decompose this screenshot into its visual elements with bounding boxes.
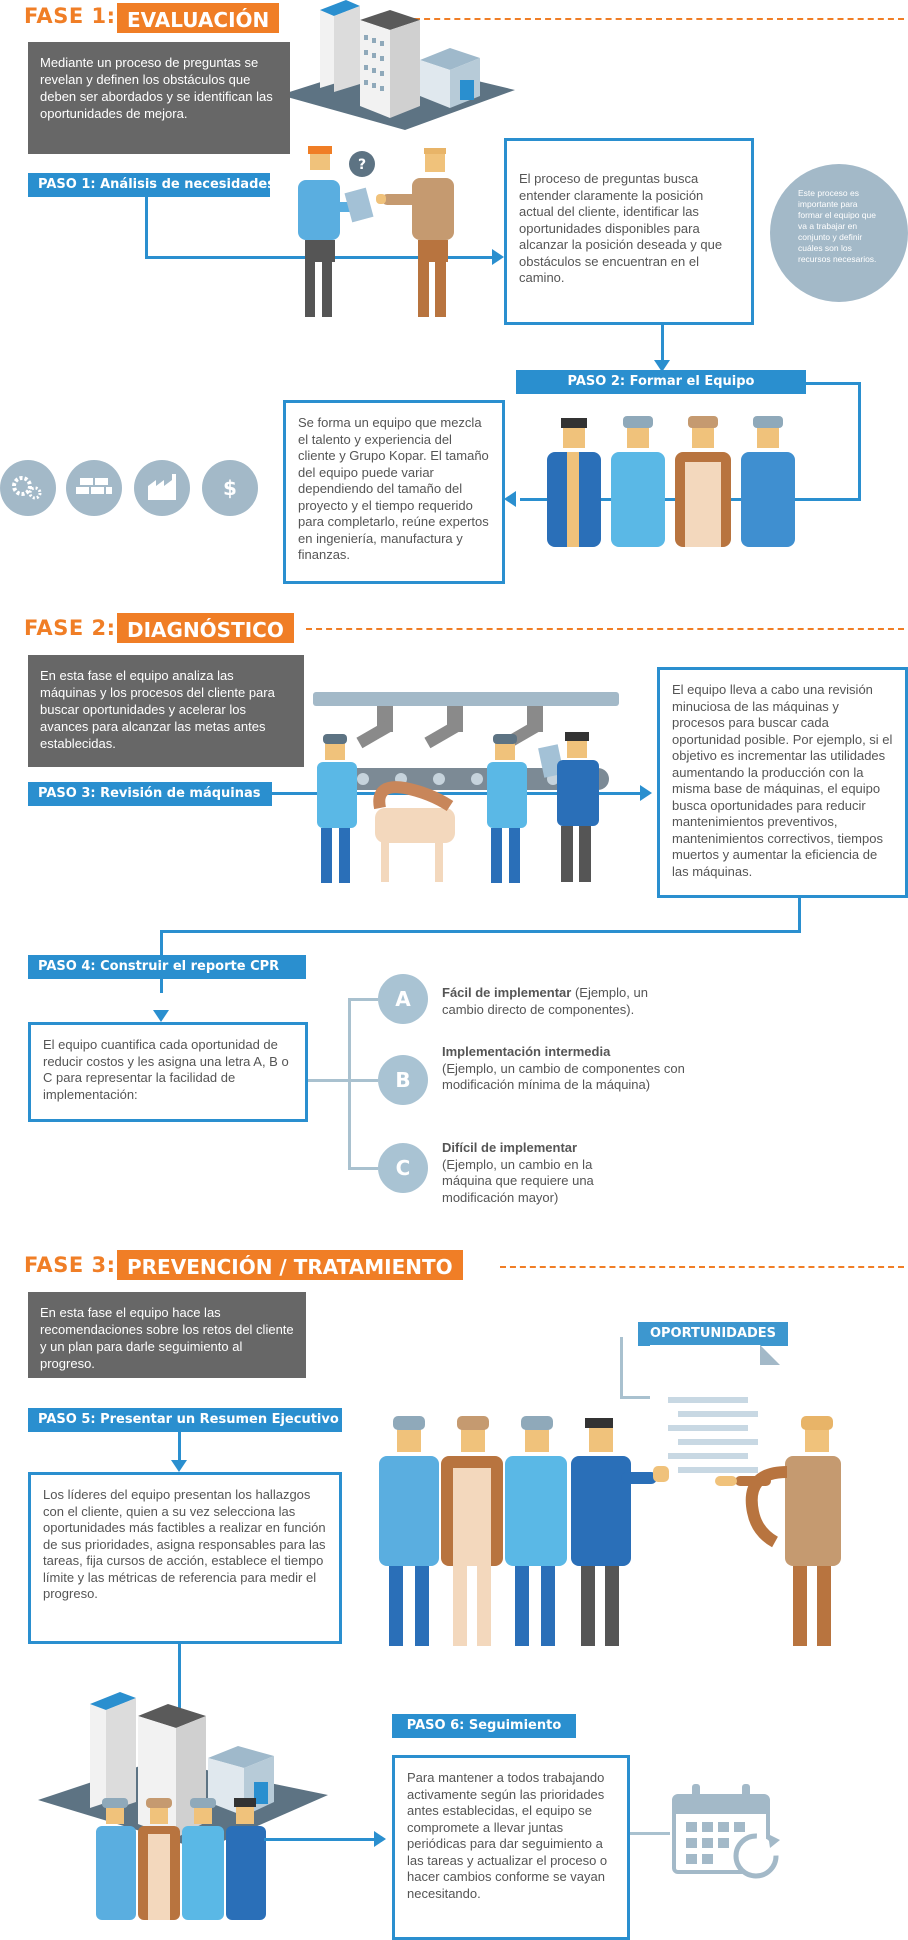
connector [264,1838,374,1841]
fase1-divider [414,18,904,20]
arrow-down-icon [654,360,670,372]
fase2-title: DIAGNÓSTICO [117,613,294,643]
dollar-icon: $ [202,460,258,516]
buildings-team-icon [38,1692,328,1920]
paso1-description: El proceso de preguntas busca entender c… [504,138,754,325]
fase3-title: PREVENCIÓN / TRATAMIENTO [117,1250,463,1280]
connector [145,197,148,259]
presenting-team-icon [379,1416,841,1646]
fase1-title: EVALUACIÓN [117,3,280,33]
option-a-badge: A [378,974,428,1024]
fase3-label: FASE 3: [24,1253,116,1277]
fase2-divider [306,628,904,630]
option-a-text: Fácil de implementar (Ejemplo, un cambio… [442,985,648,1017]
connector [806,382,861,385]
paso6-description: Para mantener a todos trabajando activam… [392,1755,630,1940]
tree-connector [348,1079,378,1082]
connector [160,979,163,993]
paso1-note: Este proceso es importante para formar e… [770,164,908,302]
question-bubble-icon: ? [358,157,366,173]
paso3-description: El equipo lleva a cabo una revisión minu… [657,667,908,898]
fase1-label: FASE 1: [24,4,116,28]
gears-icon [0,460,56,516]
option-b-text: Implementación intermedia (Ejemplo, un ca… [442,1044,685,1092]
arrow-left-icon [504,491,516,507]
tree-connector [348,998,378,1001]
option-b-badge: B [378,1055,428,1105]
paso5-description: Los líderes del equipo presentan los hal… [28,1472,342,1644]
paso2-label: PASO 2: Formar el Equipo [516,370,806,394]
tree-connector [348,1167,378,1170]
option-c-badge: C [378,1143,428,1193]
fase1-intro: Mediante un proceso de preguntas se reve… [28,42,290,154]
connector [798,898,801,933]
option-c-text: Difícil de implementar (Ejemplo, un cambi… [442,1140,594,1205]
opportunities-title: OPORTUNIDADES [638,1322,788,1346]
machine-review-icon [313,692,619,883]
arrow-right-icon [492,249,504,265]
arrow-right-icon [374,1831,386,1847]
bricks-icon [66,460,122,516]
paso5-label: PASO 5: Presentar un Resumen Ejecutivo [28,1408,342,1432]
connector [858,382,861,501]
factory-icon [134,460,190,516]
tree-connector [348,998,351,1170]
connector [178,1644,181,1714]
paso2-description: Se forma un equipo que mezcla el talento… [283,400,505,584]
connector [160,930,801,933]
arrow-down-icon [171,1460,187,1472]
paso4-description: El equipo cuantifica cada oportunidad de… [28,1022,308,1122]
tree-connector [308,1079,351,1082]
connector [270,792,640,795]
connector [160,930,163,955]
arrow-right-icon [640,785,652,801]
tree-connector [620,1337,623,1399]
fase3-intro: En esta fase el equipo hace las recomend… [28,1292,306,1378]
buildings-icon [280,0,515,130]
connector [178,1432,181,1462]
arrow-down-icon [153,1010,169,1022]
fase2-intro: En esta fase el equipo analiza las máqui… [28,655,304,767]
paso1-label: PASO 1: Análisis de necesidades. [28,173,280,197]
tree-connector [630,1832,670,1835]
paso4-label: PASO 4: Construir el reporte CPR [28,955,306,979]
team-icon [547,416,795,547]
connector [661,325,664,365]
fase3-divider [500,1266,904,1268]
calendar-refresh-icon [672,1784,780,1879]
opportunities-document-icon [650,1345,780,1495]
paso6-label: PASO 6: Seguimiento [392,1714,576,1738]
consultation-people-icon: ? [298,146,454,317]
paso3-label: PASO 3: Revisión de máquinas [28,782,272,806]
fase2-label: FASE 2: [24,616,116,640]
